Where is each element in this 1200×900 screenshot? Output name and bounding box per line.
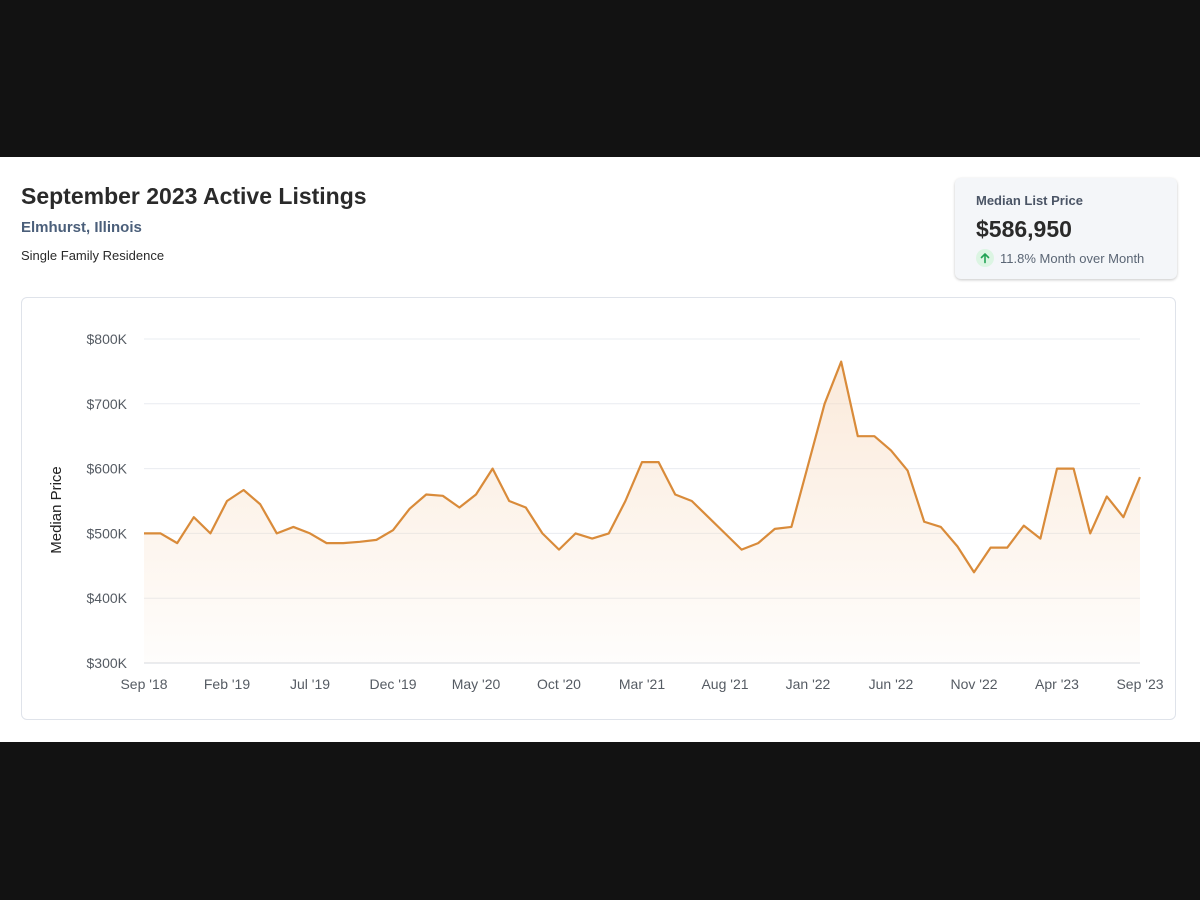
data-point[interactable] [520,501,532,513]
median-price-card: Median List Price $586,950 11.8% Month o… [955,178,1177,279]
data-point[interactable] [1001,542,1013,554]
x-tick-label: May '20 [452,676,501,692]
data-point[interactable] [354,536,366,548]
x-tick-label: Dec '19 [369,676,416,692]
data-point[interactable] [204,527,216,539]
data-point[interactable] [586,533,598,545]
data-point[interactable] [1134,471,1146,483]
y-tick-label: $500K [87,525,128,541]
x-tick-label: Apr '23 [1035,676,1079,692]
data-point[interactable] [387,524,399,536]
data-point[interactable] [188,511,200,523]
data-point[interactable] [271,527,283,539]
median-price-chart: $300K $400K $500K $600K $700K $800K Sep '18 Fe… [48,331,1164,692]
y-tick-label: $600K [87,461,128,477]
data-point[interactable] [769,523,781,535]
data-point[interactable] [321,537,333,549]
data-point[interactable] [536,527,548,539]
data-point[interactable] [420,489,432,501]
arrow-up-icon [976,249,994,267]
x-tick-label: Aug '21 [701,676,748,692]
data-point[interactable] [619,495,631,507]
location-label: Elmhurst, Illinois [21,219,142,236]
data-point[interactable] [370,534,382,546]
data-point[interactable] [155,527,167,539]
stat-value: $586,950 [976,216,1072,242]
data-point[interactable] [254,498,266,510]
data-point[interactable] [221,495,233,507]
data-point[interactable] [470,489,482,501]
x-tick-label: Jan '22 [786,676,831,692]
data-point[interactable] [1101,490,1113,502]
data-point[interactable] [1117,511,1129,523]
data-point[interactable] [603,527,615,539]
x-tick-label: Mar '21 [619,676,665,692]
data-point[interactable] [337,537,349,549]
stat-label: Median List Price [976,193,1083,208]
y-tick-label: $800K [87,331,128,347]
data-point[interactable] [868,430,880,442]
listings-panel: September 2023 Active Listings Elmhurst,… [0,157,1200,742]
data-point[interactable] [487,463,499,475]
data-point[interactable] [951,540,963,552]
chart-container: $300K $400K $500K $600K $700K $800K Sep '18 Fe… [21,297,1176,720]
stat-change-text: 11.8% Month over Month [1000,250,1145,266]
data-point[interactable] [819,398,831,410]
data-point[interactable] [553,544,565,556]
stat-change: 11.8% Month over Month [976,249,1144,267]
price-area [144,361,1140,663]
data-point[interactable] [802,459,814,471]
x-tick-label: Jun '22 [869,676,914,692]
data-point[interactable] [852,430,864,442]
x-tick-label: Sep '18 [120,676,167,692]
data-point[interactable] [653,456,665,468]
data-point[interactable] [636,456,648,468]
data-point[interactable] [1018,520,1030,532]
data-point[interactable] [1034,533,1046,545]
data-point[interactable] [985,542,997,554]
data-point[interactable] [752,537,764,549]
data-point[interactable] [1051,463,1063,475]
y-tick-label: $400K [87,590,128,606]
data-point[interactable] [785,521,797,533]
data-point[interactable] [719,527,731,539]
data-point[interactable] [918,516,930,528]
data-point[interactable] [138,527,150,539]
data-point[interactable] [453,501,465,513]
y-axis-title: Median Price [48,466,65,554]
x-tick-label: Jul '19 [290,676,330,692]
x-tick-label: Feb '19 [204,676,250,692]
data-point[interactable] [437,490,449,502]
data-point[interactable] [404,503,416,515]
data-point[interactable] [835,356,847,368]
price-line [144,360,1142,574]
y-tick-label: $300K [87,655,128,671]
data-point[interactable] [968,566,980,578]
data-point[interactable] [1084,527,1096,539]
data-point[interactable] [702,511,714,523]
x-tick-label: Oct '20 [537,676,581,692]
data-point[interactable] [570,527,582,539]
data-point[interactable] [503,495,515,507]
data-point[interactable] [902,465,914,477]
x-tick-label: Nov '22 [950,676,997,692]
data-point[interactable] [287,521,299,533]
data-point[interactable] [304,527,316,539]
y-tick-label: $700K [87,396,128,412]
page-title: September 2023 Active Listings [21,183,367,209]
property-type-label: Single Family Residence [21,248,165,263]
data-point[interactable] [935,521,947,533]
data-point[interactable] [171,537,183,549]
data-point[interactable] [686,495,698,507]
data-point[interactable] [1068,463,1080,475]
data-point[interactable] [669,489,681,501]
data-point[interactable] [238,484,250,496]
x-tick-label: Sep '23 [1116,676,1163,692]
data-point[interactable] [885,444,897,456]
data-point[interactable] [736,544,748,556]
